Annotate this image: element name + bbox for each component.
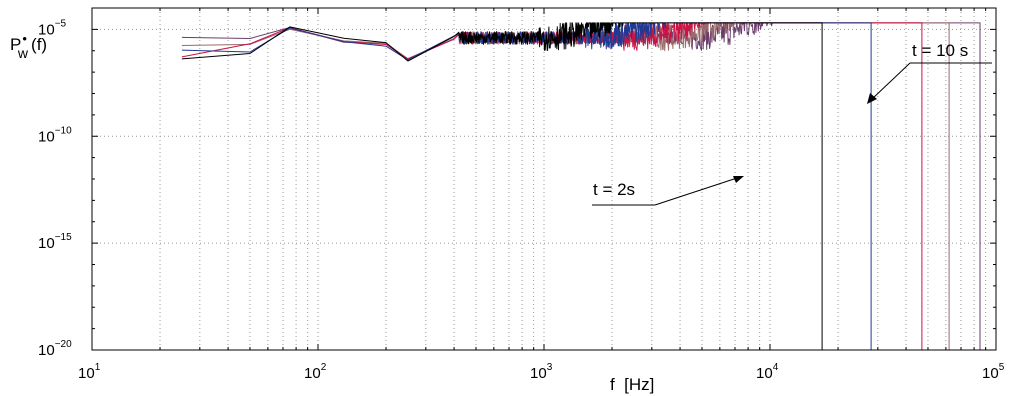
ylabel-group: P• w (f) bbox=[10, 31, 47, 61]
y-tick-label: 10−10 bbox=[38, 125, 72, 145]
y-tick-label: 10−5 bbox=[38, 18, 67, 38]
series-line-2 bbox=[181, 22, 923, 350]
x-tick-label: 103 bbox=[530, 362, 553, 382]
ylabel: P• w (f) bbox=[10, 31, 47, 61]
xlabel: f [Hz] bbox=[610, 375, 654, 394]
grid-layer bbox=[91, 7, 997, 351]
annotation-t2-arrowhead bbox=[733, 176, 744, 183]
x-tick-label: 105 bbox=[982, 362, 1005, 382]
plot-frame bbox=[91, 7, 997, 351]
annotation-t10-arrow bbox=[871, 62, 911, 100]
annotations: t = 2s t = 10 s bbox=[592, 41, 992, 206]
x-tick-labels: 101 102 103 104 105 bbox=[78, 362, 1005, 382]
annotation-t2-label: t = 2s bbox=[593, 180, 635, 199]
x-tick-label: 104 bbox=[756, 362, 779, 382]
x-tick-label: 101 bbox=[78, 362, 101, 382]
series-line-1 bbox=[181, 22, 872, 350]
series-line-4 bbox=[181, 22, 981, 350]
y-tick-label: 10−20 bbox=[38, 339, 72, 359]
annotation-t10-label: t = 10 s bbox=[912, 41, 968, 60]
y-tick-labels: 10−5 10−10 10−15 10−20 bbox=[38, 18, 72, 359]
x-tick-label: 102 bbox=[304, 362, 327, 382]
annotation-t10-arrowhead bbox=[867, 93, 877, 104]
series-layer bbox=[181, 22, 981, 350]
annotation-t2-arrow bbox=[654, 177, 738, 206]
y-tick-label: 10−15 bbox=[38, 232, 72, 252]
series-line-3 bbox=[181, 22, 950, 350]
series-line-0 bbox=[181, 22, 823, 350]
